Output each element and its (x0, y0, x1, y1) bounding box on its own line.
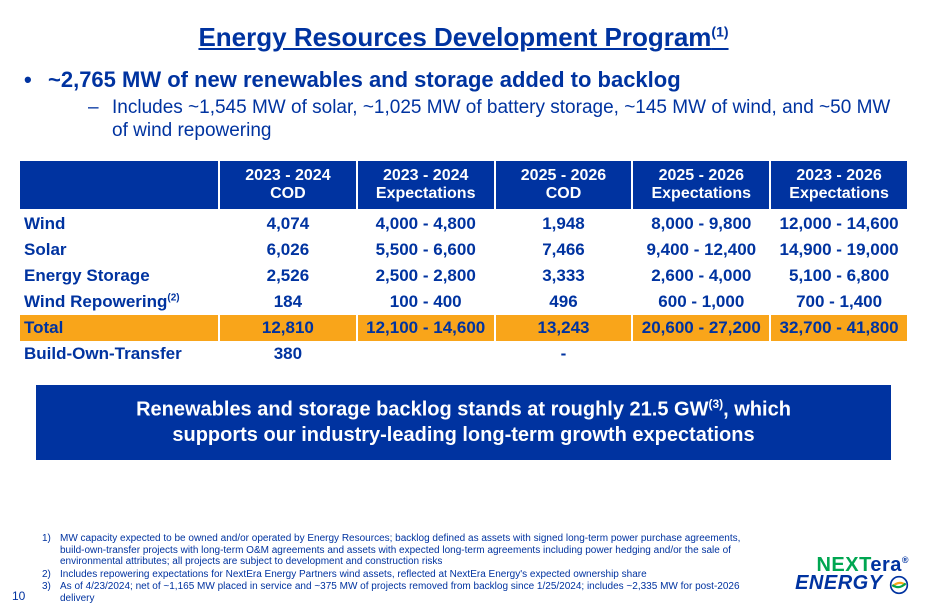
logo-reg: ® (902, 555, 909, 565)
callout-line2: supports our industry-leading long-term … (172, 424, 754, 446)
footnote-text: As of 4/23/2024; net of ~1,165 MW placed… (60, 581, 742, 604)
logo-energy: ENERGY (795, 572, 882, 594)
page-number: 10 (12, 589, 25, 603)
data-cell: 700 - 1,400 (770, 289, 908, 315)
footnote: 2)Includes repowering expectations for N… (42, 569, 742, 581)
table-header-cell (19, 160, 219, 211)
data-cell: 14,900 - 19,000 (770, 237, 908, 263)
data-cell: 5,500 - 6,600 (357, 237, 495, 263)
data-cell: 8,000 - 9,800 (632, 210, 770, 237)
row-label: Energy Storage (19, 263, 219, 289)
data-cell: 380 (219, 341, 357, 367)
footnotes: 1)MW capacity expected to be owned and/o… (42, 533, 742, 605)
data-cell: 496 (495, 289, 633, 315)
data-cell: 184 (219, 289, 357, 315)
table-row: Total12,81012,100 - 14,60013,24320,600 -… (19, 315, 908, 341)
data-cell (770, 341, 908, 367)
data-cell: 32,700 - 41,800 (770, 315, 908, 341)
data-cell: 7,466 (495, 237, 633, 263)
table-head: 2023 - 2024COD2023 - 2024Expectations202… (19, 160, 908, 211)
table-row: Build-Own-Transfer380 - (19, 341, 908, 367)
row-label: Wind (19, 210, 219, 237)
bullet-main: • ~2,765 MW of new renewables and storag… (48, 67, 907, 93)
footnote: 1)MW capacity expected to be owned and/o… (42, 533, 742, 568)
data-cell: 20,600 - 27,200 (632, 315, 770, 341)
table-header-cell: 2023 - 2024COD (219, 160, 357, 211)
bullet-main-text: ~2,765 MW of new renewables and storage … (48, 67, 681, 92)
data-cell: 9,400 - 12,400 (632, 237, 770, 263)
callout-line1b: , which (723, 399, 791, 421)
data-cell: 4,000 - 4,800 (357, 210, 495, 237)
bullet-section: • ~2,765 MW of new renewables and storag… (0, 53, 927, 153)
callout-line1: Renewables and storage backlog stands at… (136, 399, 708, 421)
data-cell: 12,000 - 14,600 (770, 210, 908, 237)
data-cell: 2,526 (219, 263, 357, 289)
data-cell: 12,100 - 14,600 (357, 315, 495, 341)
title-text: Energy Resources Development Program (198, 22, 711, 52)
row-label: Wind Repowering(2) (19, 289, 219, 315)
data-cell: 2,500 - 2,800 (357, 263, 495, 289)
data-cell: 4,074 (219, 210, 357, 237)
data-cell (632, 341, 770, 367)
logo-line2-wrap: ENERGY (795, 574, 909, 595)
data-cell: 5,100 - 6,800 (770, 263, 908, 289)
data-cell: - (495, 341, 633, 367)
data-cell: 100 - 400 (357, 289, 495, 315)
data-cell: 2,600 - 4,000 (632, 263, 770, 289)
footnote: 3)As of 4/23/2024; net of ~1,165 MW plac… (42, 581, 742, 604)
footnote-text: MW capacity expected to be owned and/or … (60, 533, 742, 568)
footnote-num: 3) (42, 581, 60, 604)
callout-box: Renewables and storage backlog stands at… (36, 385, 891, 460)
bullet-dot-icon: • (24, 67, 32, 93)
footnote-num: 1) (42, 533, 60, 568)
footnote-text: Includes repowering expectations for Nex… (60, 569, 742, 581)
table-header-row: 2023 - 2024COD2023 - 2024Expectations202… (19, 160, 908, 211)
row-label: Build-Own-Transfer (19, 341, 219, 367)
data-cell: 3,333 (495, 263, 633, 289)
data-table-wrap: 2023 - 2024COD2023 - 2024Expectations202… (0, 153, 927, 368)
swoosh-icon (889, 575, 909, 595)
table-header-cell: 2023 - 2024Expectations (357, 160, 495, 211)
bullet-sub-text: Includes ~1,545 MW of solar, ~1,025 MW o… (112, 97, 890, 141)
footnote-num: 2) (42, 569, 60, 581)
bullet-dash-icon: – (88, 97, 99, 120)
data-cell: 13,243 (495, 315, 633, 341)
table-row: Wind4,0744,000 - 4,8001,9488,000 - 9,800… (19, 210, 908, 237)
data-cell: 1,948 (495, 210, 633, 237)
data-cell: 12,810 (219, 315, 357, 341)
row-label: Solar (19, 237, 219, 263)
table-row: Wind Repowering(2)184100 - 400496600 - 1… (19, 289, 908, 315)
data-cell: 6,026 (219, 237, 357, 263)
table-header-cell: 2025 - 2026Expectations (632, 160, 770, 211)
data-cell (357, 341, 495, 367)
table-header-cell: 2025 - 2026COD (495, 160, 633, 211)
bullet-sub: – Includes ~1,545 MW of solar, ~1,025 MW… (48, 97, 907, 143)
nextera-logo: NEXTera® ENERGY (795, 556, 909, 595)
slide-title: Energy Resources Development Program(1) (0, 0, 927, 53)
table-row: Solar6,0265,500 - 6,6007,4669,400 - 12,4… (19, 237, 908, 263)
table-header-cell: 2023 - 2026Expectations (770, 160, 908, 211)
title-sup: (1) (711, 23, 728, 39)
table-row: Energy Storage2,5262,500 - 2,8003,3332,6… (19, 263, 908, 289)
table-body: Wind4,0744,000 - 4,8001,9488,000 - 9,800… (19, 210, 908, 367)
callout-sup: (3) (708, 397, 723, 411)
data-cell: 600 - 1,000 (632, 289, 770, 315)
development-table: 2023 - 2024COD2023 - 2024Expectations202… (18, 159, 909, 368)
row-label: Total (19, 315, 219, 341)
